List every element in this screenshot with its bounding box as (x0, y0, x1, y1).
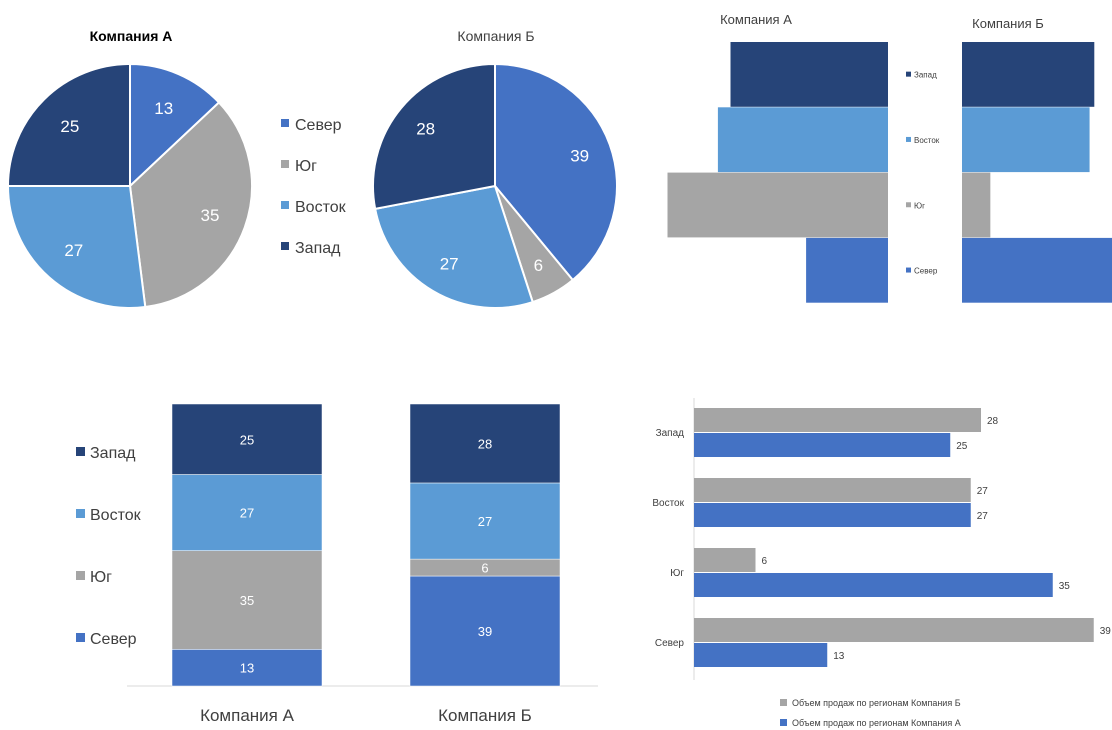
category-label: Север (655, 638, 685, 649)
data-label: 25 (956, 441, 968, 452)
data-label: 39 (1100, 626, 1112, 637)
category-label: Запад (914, 71, 937, 80)
legend-label: Объем продаж по регионам Компания А (792, 718, 961, 728)
bar-a-2 (667, 172, 888, 238)
legend-label: Запад (295, 240, 341, 257)
legend-label: Восток (90, 507, 142, 524)
legend-label: Север (295, 117, 342, 134)
legend-swatch (780, 699, 787, 706)
pie-data-label: 25 (60, 117, 79, 136)
data-label: 28 (987, 416, 999, 427)
legend-swatch (76, 571, 85, 580)
legend-swatch (281, 201, 289, 209)
bar-s1-2 (694, 573, 1053, 597)
data-label: 6 (762, 556, 768, 567)
pie-chart-2: Компания Б 39 6 27 28 (372, 28, 618, 309)
category-label: Юг (914, 201, 925, 210)
segment-label: 27 (240, 506, 254, 521)
panel-title-a: Компания А (720, 12, 792, 27)
pie-slice-0 (129, 62, 221, 189)
category-swatch (906, 202, 911, 208)
bar-b-2 (962, 172, 991, 238)
legend-label: Объем продаж по регионам Компания Б (792, 698, 961, 708)
segment-label: 39 (478, 624, 492, 639)
stack-segment (409, 482, 561, 560)
segment-label: 35 (240, 593, 254, 608)
chart-title: Компания Б (457, 28, 534, 44)
category-label: Компания А (200, 706, 295, 725)
stack-segment (409, 403, 561, 484)
legend-swatch (76, 447, 85, 456)
legend-swatch (281, 160, 289, 168)
pie-slice-1 (128, 101, 253, 309)
bar-s1-3 (694, 643, 828, 667)
category-label: Восток (914, 136, 940, 145)
chart-title: Компания А (90, 28, 173, 44)
stack-segment (171, 649, 323, 687)
bar-a-1 (717, 107, 888, 173)
legend-swatch (281, 242, 289, 250)
stack-segment (171, 403, 323, 475)
pie-slice-3 (6, 62, 131, 187)
category-label: Компания Б (438, 706, 532, 725)
legend-label: Север (90, 631, 137, 648)
bar-a-3 (806, 237, 888, 303)
legend-label: Юг (295, 158, 317, 175)
data-label: 27 (977, 486, 989, 497)
data-label: 27 (977, 511, 989, 522)
bar-s0-3 (694, 618, 1094, 642)
category-label: Север (914, 267, 938, 276)
pie-chart-1: Компания А 13 35 27 25 (6, 28, 253, 309)
segment-label: 25 (240, 432, 254, 447)
data-label: 13 (833, 651, 845, 662)
butterfly-bar-chart: Компания А Компания Б Запад Восток Юг Север (667, 12, 1112, 303)
legend-label: Восток (295, 199, 347, 216)
category-swatch (906, 136, 911, 142)
category-label: Восток (652, 498, 684, 509)
bar-a-0 (730, 42, 888, 107)
grouped-hbar-chart: Запад 28 25 Восток 27 27 Юг 6 35 Север 39 13 Объем п… (652, 398, 1111, 728)
bar-b-3 (962, 237, 1112, 303)
pie-slice-0 (494, 62, 618, 282)
stack-segment (409, 575, 561, 687)
bar-s1-0 (694, 433, 951, 457)
bar-b-0 (962, 42, 1095, 107)
legend-swatch (281, 119, 289, 127)
segment-label: 28 (478, 436, 492, 451)
legend-swatch (76, 633, 85, 642)
pie-slice-3 (372, 62, 496, 211)
pie-data-label: 39 (570, 147, 589, 166)
segment-label: 13 (240, 661, 254, 676)
bar-s0-1 (694, 478, 971, 502)
pie-data-label: 6 (534, 256, 543, 275)
category-swatch (906, 71, 911, 77)
pie-data-label: 27 (440, 254, 459, 273)
pie-slice-2 (6, 185, 147, 309)
data-label: 35 (1059, 581, 1071, 592)
segment-label: 6 (481, 561, 488, 576)
category-swatch (906, 267, 911, 273)
bar-s0-0 (694, 408, 981, 432)
bar-s0-2 (694, 548, 756, 572)
legend-label: Запад (90, 445, 136, 462)
legend-label: Юг (90, 569, 112, 586)
category-label: Запад (656, 428, 685, 439)
stacked-bar-chart: 13 35 27 25 Компания А 39 6 27 28 Компания Б Запад… (76, 403, 598, 725)
bar-s1-1 (694, 503, 971, 527)
pie-data-label: 13 (154, 99, 173, 118)
segment-label: 27 (478, 514, 492, 529)
stack-segment (171, 474, 323, 551)
pie-slice-2 (373, 184, 534, 309)
category-label: Юг (670, 568, 684, 579)
pie-data-label: 28 (416, 120, 435, 139)
legend-swatch (780, 719, 787, 726)
pie-data-label: 35 (201, 206, 220, 225)
stack-segment (171, 550, 323, 650)
panel-title-b: Компания Б (972, 16, 1044, 31)
bar-b-1 (962, 107, 1090, 173)
legend-swatch (76, 509, 85, 518)
pie-legend: Север Юг Восток Запад (281, 117, 347, 257)
pie-data-label: 27 (64, 241, 83, 260)
